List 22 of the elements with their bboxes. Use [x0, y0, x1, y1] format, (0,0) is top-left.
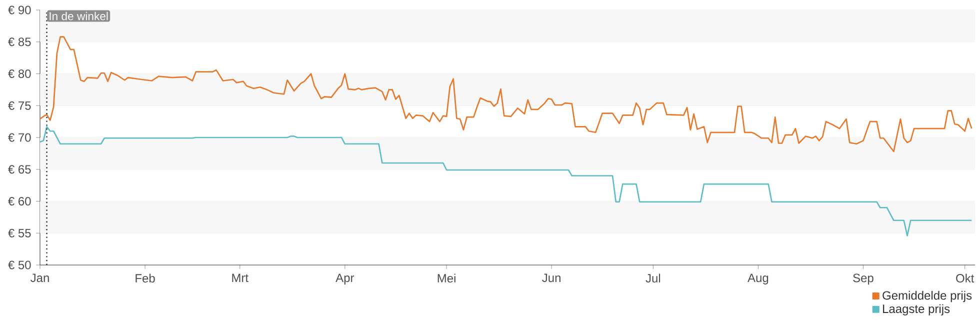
y-tick-label: € 75: [8, 101, 31, 110]
x-tick-label: Mei: [438, 274, 456, 283]
y-tick-label: € 80: [8, 69, 31, 78]
x-tick-label: Jul: [646, 274, 660, 283]
x-tick-label: Mrt: [232, 274, 248, 282]
y-tick-label: € 90: [8, 6, 31, 14]
y-tick-label: € 50: [8, 260, 31, 270]
y-tick-label: € 70: [8, 133, 31, 142]
y-tick-label: € 85: [8, 38, 31, 46]
legend-label: Gemiddelde prijs: [882, 290, 972, 302]
x-tick-label: Jan: [30, 274, 49, 282]
y-tick-label: € 60: [8, 196, 31, 206]
x-tick-label: Feb: [136, 274, 155, 283]
x-tick-label: Aug: [748, 274, 768, 284]
x-tick-label: Sep: [853, 274, 874, 285]
ref-line-label: In de winkel: [50, 12, 108, 20]
x-tick-label: Jun: [542, 274, 560, 282]
y-tick-label: € 55: [8, 228, 31, 238]
x-tick-label: Okt: [956, 274, 974, 283]
y-tick-label: € 65: [8, 165, 31, 174]
legend-label: Laagste prijs: [883, 304, 950, 316]
x-tick-label: Apr: [336, 274, 354, 284]
